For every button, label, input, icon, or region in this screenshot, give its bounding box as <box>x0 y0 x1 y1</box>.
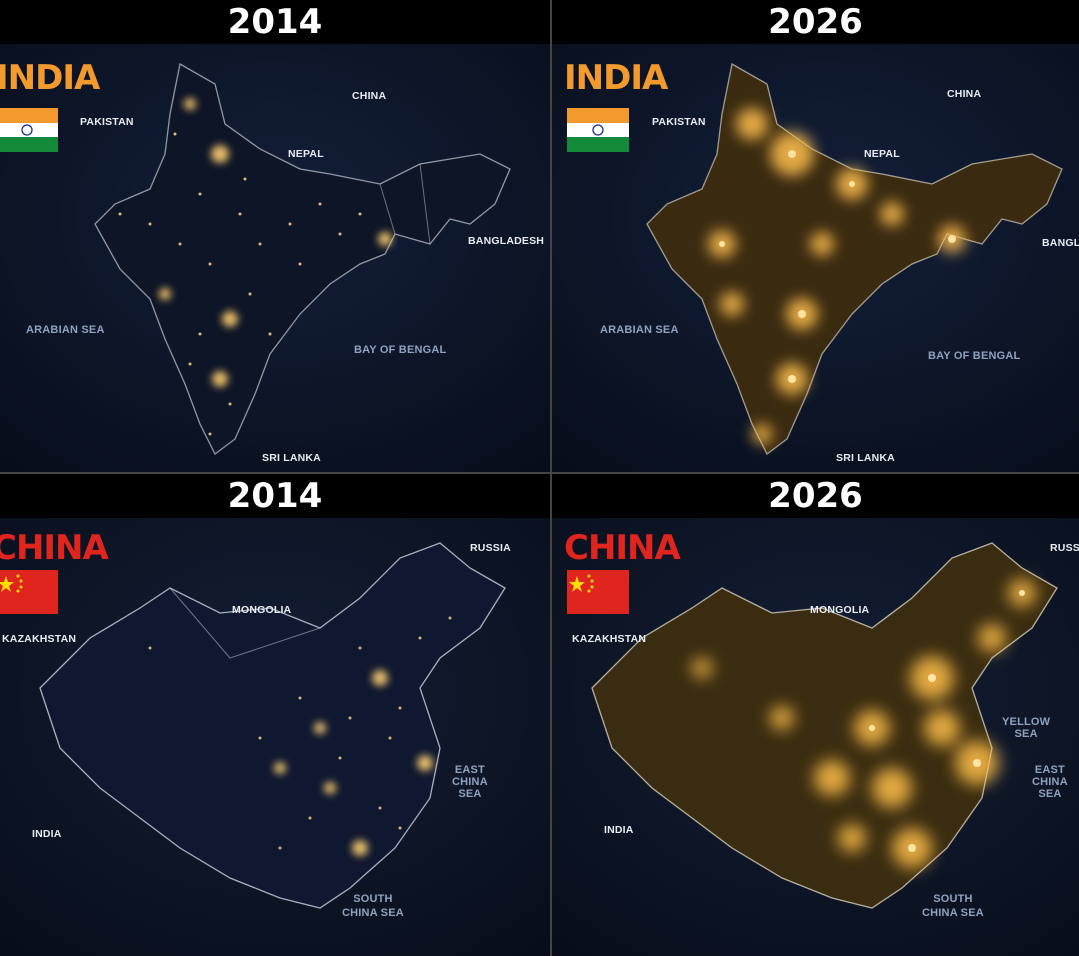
india-outline <box>646 62 1063 455</box>
label-bangladesh: BANGLA <box>1042 237 1079 249</box>
label-china: CHINA <box>947 88 982 100</box>
india-flag-icon <box>567 108 629 152</box>
label-china: CHINA <box>352 90 387 102</box>
label-nepal: NEPAL <box>288 148 324 160</box>
label-pakistan: PAKISTAN <box>80 116 134 128</box>
country-title: INDIA <box>564 58 668 98</box>
label-kazakhstan: KAZAKHSTAN <box>2 633 77 645</box>
label-nepal: NEPAL <box>864 148 900 160</box>
vertical-divider <box>550 0 552 956</box>
country-title: CHINA <box>564 528 681 568</box>
label-pakistan: PAKISTAN <box>652 116 706 128</box>
panel-china-2014: 2014 CHINA RUSSIA MONGOLIA KAZAKHSTAN EA… <box>0 474 550 956</box>
india-flag-icon <box>0 108 58 152</box>
panel-china-2026: 2026 CHINA RUSS MONGOLIA KAZAKHSTAN YELL… <box>552 474 1079 956</box>
label-arabian-sea: ARABIAN SEA <box>26 324 105 336</box>
label-sri-lanka: SRI LANKA <box>262 452 321 464</box>
label-russia: RUSS <box>1050 542 1079 554</box>
china-outline <box>591 542 1058 909</box>
label-kazakhstan: KAZAKHSTAN <box>572 633 647 645</box>
year-header: 2026 <box>552 474 1079 518</box>
label-bay-of-bengal: BAY OF BENGAL <box>354 344 447 356</box>
year-header: 2014 <box>0 474 550 518</box>
panel-india-2026: 2026 INDIA PAKISTAN CHINA NEPAL BANGLA A… <box>552 0 1079 474</box>
label-india: INDIA <box>604 824 634 836</box>
label-east-china-sea: EAST CHINA SEA <box>1032 764 1068 800</box>
label-south-china-sea: SOUTH CHINA SEA <box>342 893 404 919</box>
india-night-map <box>0 44 550 474</box>
label-mongolia: MONGOLIA <box>232 604 292 616</box>
year-header: 2014 <box>0 0 550 44</box>
country-title: CHINA <box>0 528 109 568</box>
china-outline <box>39 542 506 909</box>
label-yellow-sea: YELLOW SEA <box>1002 716 1051 740</box>
china-night-map <box>0 518 550 956</box>
label-south-china-sea: SOUTH CHINA SEA <box>922 893 984 919</box>
label-east-china-sea: EAST CHINA SEA <box>452 764 488 800</box>
label-bangladesh: BANGLADESH <box>468 235 545 247</box>
label-mongolia: MONGOLIA <box>810 604 870 616</box>
china-flag-icon <box>567 570 629 614</box>
india-outline <box>94 62 511 455</box>
label-sri-lanka: SRI LANKA <box>836 452 895 464</box>
horizontal-divider <box>0 472 1079 474</box>
china-night-map <box>552 518 1079 956</box>
label-bay-of-bengal: BAY OF BENGAL <box>928 350 1021 362</box>
country-title: INDIA <box>0 58 100 98</box>
india-night-map <box>552 44 1079 474</box>
china-flag-icon <box>0 570 58 614</box>
label-russia: RUSSIA <box>470 542 511 554</box>
panel-india-2014: 2014 INDIA PAKISTAN CHINA NEPAL BANGLADE… <box>0 0 550 474</box>
label-arabian-sea: ARABIAN SEA <box>600 324 679 336</box>
label-india: INDIA <box>32 828 62 840</box>
year-header: 2026 <box>552 0 1079 44</box>
